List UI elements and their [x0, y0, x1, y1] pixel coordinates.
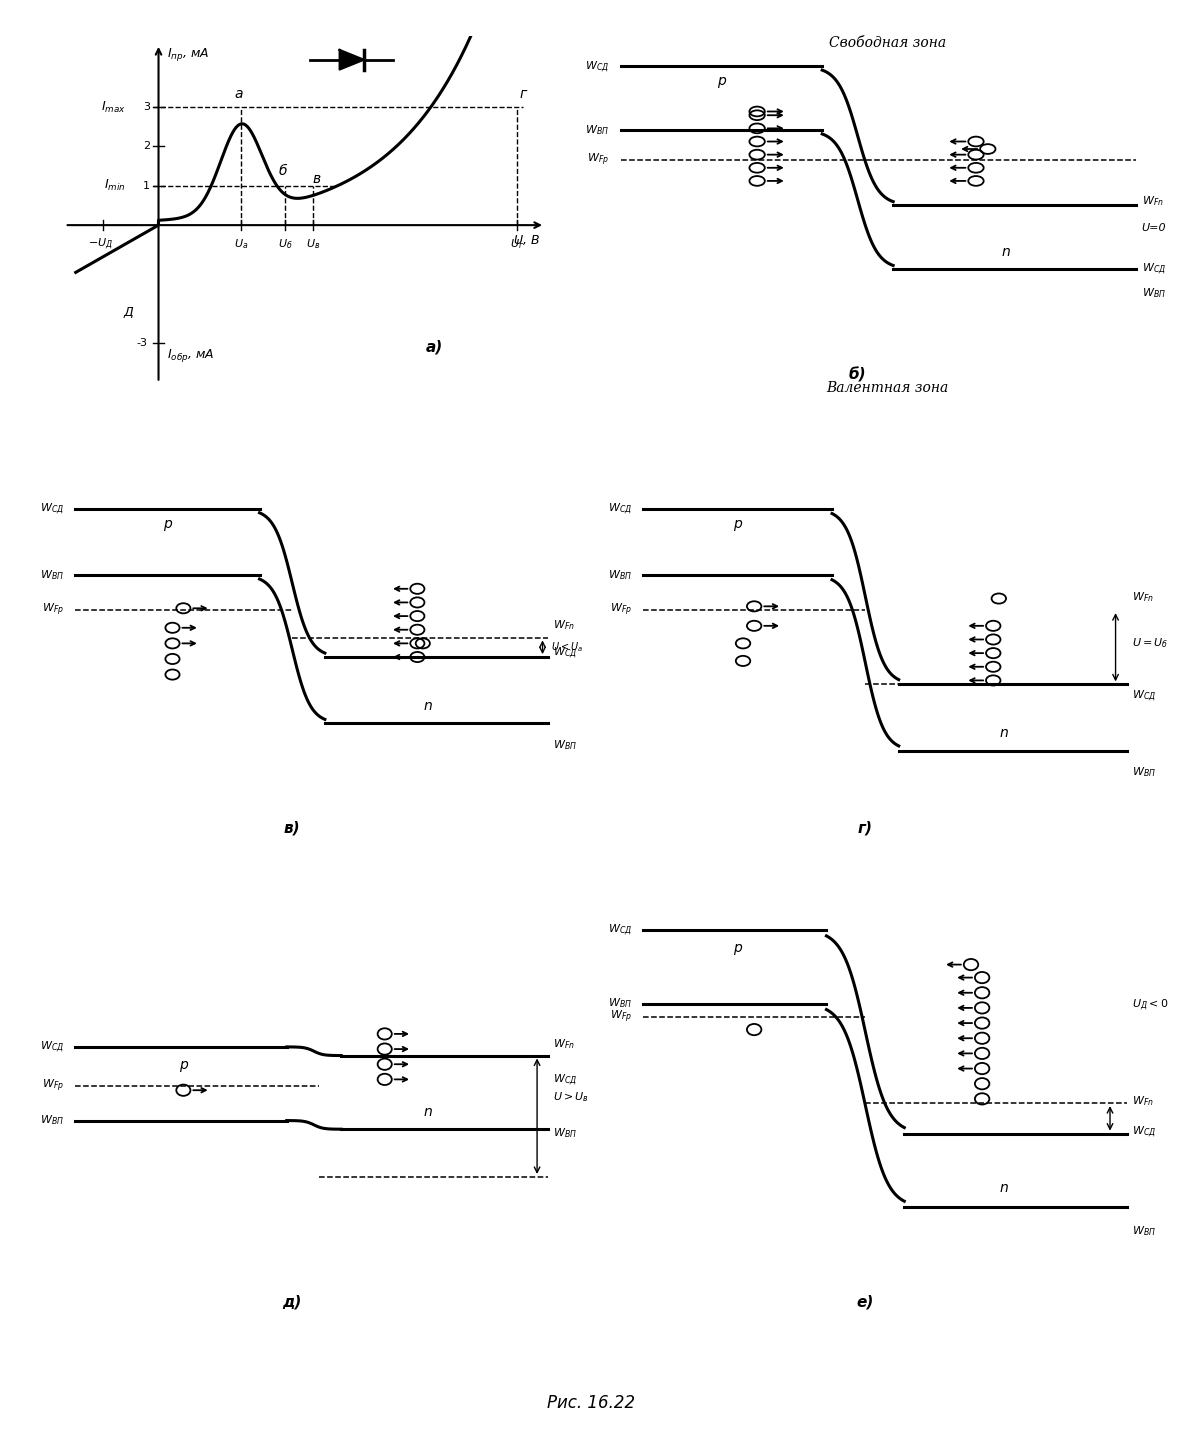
- Text: $W_{ВП}$: $W_{ВП}$: [554, 1126, 577, 1141]
- Text: $U_б$: $U_б$: [278, 237, 293, 251]
- Text: а: а: [234, 87, 243, 101]
- Text: $W_{ВП}$: $W_{ВП}$: [586, 123, 609, 137]
- Text: $W_{ВП}$: $W_{ВП}$: [554, 738, 577, 752]
- Text: $U_а$: $U_а$: [234, 237, 248, 251]
- Text: $I_{max}$: $I_{max}$: [101, 100, 125, 114]
- Text: n: n: [424, 1105, 433, 1119]
- Text: $W_{СД}$: $W_{СД}$: [39, 501, 64, 516]
- Text: $W_{Fn}$: $W_{Fn}$: [1142, 195, 1163, 208]
- Text: n: n: [424, 699, 433, 713]
- Text: $W_{СД}$: $W_{СД}$: [554, 1071, 577, 1087]
- Text: в: в: [312, 172, 321, 186]
- Text: $W_{Fp}$: $W_{Fp}$: [609, 602, 632, 618]
- Text: $W_{Fn}$: $W_{Fn}$: [1132, 1095, 1155, 1108]
- Text: Валентная зона: Валентная зона: [826, 381, 949, 394]
- Text: $I_{min}$: $I_{min}$: [104, 178, 125, 193]
- Text: $U>U_в$: $U>U_в$: [554, 1090, 589, 1103]
- Text: $U<U_а$: $U<U_а$: [550, 640, 582, 654]
- Text: $U_г$: $U_г$: [510, 237, 524, 251]
- Text: д): д): [283, 1295, 302, 1310]
- Text: $I_{пр}$, мА: $I_{пр}$, мА: [167, 46, 209, 64]
- Text: $W_{Fp}$: $W_{Fp}$: [41, 1077, 64, 1095]
- Text: $U_Д<0$: $U_Д<0$: [1132, 998, 1169, 1012]
- Text: $-U_Д$: $-U_Д$: [88, 237, 114, 251]
- Text: $W_{СД}$: $W_{СД}$: [1142, 261, 1165, 276]
- Text: $W_{Fn}$: $W_{Fn}$: [1132, 591, 1155, 605]
- Text: $I_{обр}$, мА: $I_{обр}$, мА: [167, 347, 214, 364]
- Text: Свободная зона: Свободная зона: [828, 36, 946, 51]
- Text: $W_{Fn}$: $W_{Fn}$: [554, 1037, 575, 1051]
- Text: б: б: [278, 163, 287, 178]
- Text: $W_{СД}$: $W_{СД}$: [1132, 689, 1157, 703]
- Text: $W_{ВП}$: $W_{ВП}$: [1132, 765, 1156, 778]
- Text: $U_в$: $U_в$: [306, 237, 321, 251]
- Text: $W_{СД}$: $W_{СД}$: [608, 923, 632, 937]
- Text: 2: 2: [143, 142, 150, 152]
- Text: $W_{ВП}$: $W_{ВП}$: [608, 996, 632, 1011]
- Text: $W_{СД}$: $W_{СД}$: [608, 501, 632, 516]
- Text: р: р: [179, 1057, 188, 1071]
- Text: а): а): [426, 339, 444, 354]
- Text: 3: 3: [143, 103, 150, 113]
- Text: $W_{ВП}$: $W_{ВП}$: [40, 569, 64, 582]
- Text: 1: 1: [143, 180, 150, 191]
- Text: $W_{Fp}$: $W_{Fp}$: [41, 602, 64, 618]
- Text: $W_{СД}$: $W_{СД}$: [1132, 1123, 1157, 1139]
- Text: $W_{Fp}$: $W_{Fp}$: [609, 1008, 632, 1025]
- Text: $U$, В: $U$, В: [512, 232, 539, 247]
- Text: р: р: [733, 517, 742, 531]
- Text: р: р: [733, 940, 742, 954]
- Text: б): б): [849, 368, 866, 383]
- Text: $W_{ВП}$: $W_{ВП}$: [40, 1113, 64, 1128]
- Text: р: р: [717, 74, 726, 88]
- Text: г): г): [858, 820, 873, 836]
- Text: n: n: [1000, 726, 1009, 739]
- Text: $U=U_б$: $U=U_б$: [1132, 637, 1169, 650]
- Text: n: n: [1000, 1181, 1009, 1196]
- Text: $W_{ВП}$: $W_{ВП}$: [608, 569, 632, 582]
- Text: $W_{ВП}$: $W_{ВП}$: [1132, 1225, 1156, 1238]
- Text: $W_{ВП}$: $W_{ВП}$: [1142, 287, 1165, 300]
- Text: U=0: U=0: [1142, 222, 1166, 232]
- Text: г: г: [519, 87, 526, 101]
- Text: Рис. 16.22: Рис. 16.22: [548, 1393, 635, 1412]
- Text: -3: -3: [136, 338, 148, 348]
- Text: е): е): [856, 1295, 874, 1310]
- Polygon shape: [340, 51, 364, 69]
- Text: в): в): [284, 820, 300, 836]
- Text: р: р: [163, 517, 172, 531]
- Text: $W_{СД}$: $W_{СД}$: [586, 59, 609, 74]
- Text: $W_{СД}$: $W_{СД}$: [554, 645, 577, 660]
- Text: $W_{Fp}$: $W_{Fp}$: [587, 152, 609, 169]
- Text: Д: Д: [123, 306, 132, 319]
- Text: $W_{Fn}$: $W_{Fn}$: [554, 618, 575, 631]
- Text: n: n: [1001, 245, 1010, 258]
- Text: $W_{СД}$: $W_{СД}$: [39, 1040, 64, 1054]
